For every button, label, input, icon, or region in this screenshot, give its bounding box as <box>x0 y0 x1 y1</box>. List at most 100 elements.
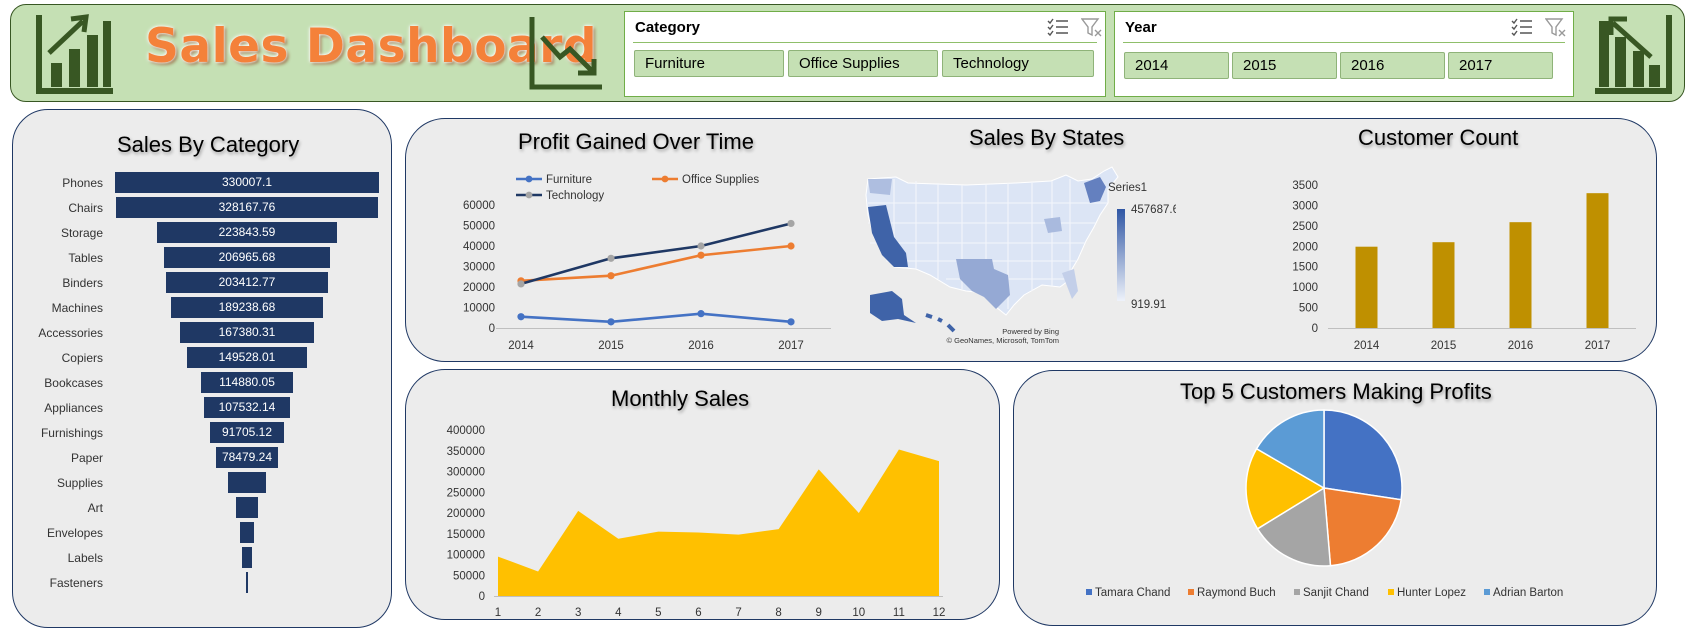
legend-label: Sanjit Chand <box>1303 587 1369 599</box>
x-tick-label: 1 <box>495 607 501 619</box>
x-tick-label: 2016 <box>1508 340 1534 352</box>
y-tick-label: 40000 <box>463 241 495 253</box>
y-tick-label: 50000 <box>463 221 495 233</box>
pie-slice <box>1323 487 1402 567</box>
chart-title: Top 5 Customers Making Profits <box>1180 379 1492 404</box>
data-point <box>517 313 525 321</box>
map-legend-title: Series1 <box>1108 182 1147 194</box>
sales-by-category-panel: Sales By Category Phones 330007.1 Chairs 32… <box>12 109 392 628</box>
monthly-area-chart: 0 50000 100000 150000 200000 250000 300000 3500… <box>447 425 946 619</box>
clear-filter-icon[interactable] <box>1545 18 1567 38</box>
dashboard-title: Sales Dashboard <box>145 19 598 74</box>
y-tick-label: 1500 <box>1292 262 1318 274</box>
series-line <box>520 244 792 283</box>
trends-panel: Profit Gained Over Time Sales By States … <box>405 118 1657 362</box>
legend-marker <box>525 191 533 199</box>
funnel-category-label: Storage <box>60 226 103 240</box>
slicer-option-office-supplies[interactable]: Office Supplies <box>788 50 938 77</box>
state-california <box>868 205 908 267</box>
x-tick-label: 7 <box>735 607 741 619</box>
state-alaska <box>870 291 916 323</box>
data-point <box>787 242 795 250</box>
data-point <box>787 219 795 228</box>
y-tick-label: 3500 <box>1292 180 1318 192</box>
chart-title: Profit Gained Over Time <box>518 129 754 154</box>
data-point <box>607 272 615 280</box>
data-point <box>697 242 705 250</box>
slicer-option-technology[interactable]: Technology <box>942 50 1094 77</box>
y-tick-label: 150000 <box>447 529 485 541</box>
y-tick-label: 250000 <box>447 487 485 499</box>
profit-line-chart: 0 10000 20000 30000 40000 50000 60000 2014 2015 2… <box>463 174 831 352</box>
legend-marker <box>525 175 533 183</box>
legend-swatch <box>1294 589 1300 595</box>
legend-label: Technology <box>546 190 604 202</box>
bar <box>1432 242 1455 328</box>
bar-chart-down-icon <box>1595 15 1672 94</box>
funnel-bar: 328167.76 <box>115 197 379 218</box>
chart-title: Monthly Sales <box>611 386 750 411</box>
x-tick-label: 10 <box>852 607 865 619</box>
y-tick-label: 0 <box>489 323 495 335</box>
bar <box>1509 222 1532 328</box>
slicer-option-2014[interactable]: 2014 <box>1124 52 1229 79</box>
funnel-category-label: Envelopes <box>46 526 103 540</box>
y-tick-label: 400000 <box>447 425 485 437</box>
slicer-option-2015[interactable]: 2015 <box>1232 52 1337 79</box>
map-legend-max: 457687.68 <box>1131 204 1176 216</box>
map-credit: © GeoNames, Microsoft, TomTom <box>947 336 1060 345</box>
funnel-category-label: Chairs <box>68 201 103 215</box>
legend-label: Office Supplies <box>682 174 759 186</box>
multi-select-icon[interactable] <box>1047 18 1069 38</box>
category-slicer: Category Furniture Office Supplies Techn… <box>624 11 1106 97</box>
funnel-category-label: Supplies <box>56 476 103 490</box>
slicer-option-2016[interactable]: 2016 <box>1340 52 1445 79</box>
bar <box>1355 246 1378 328</box>
x-tick-label: 6 <box>695 607 701 619</box>
state-hawaii <box>925 313 956 333</box>
data-point <box>787 318 795 326</box>
funnel-bar: 203412.77 <box>165 272 329 293</box>
series-line <box>520 222 792 286</box>
clear-filter-icon[interactable] <box>1081 18 1103 38</box>
funnel-category-label: Labels <box>67 551 103 565</box>
y-tick-label: 50000 <box>453 570 485 582</box>
state-florida <box>1062 269 1078 299</box>
funnel-bar: 206965.68 <box>164 247 330 268</box>
legend-label: Tamara Chand <box>1095 587 1170 599</box>
chart-title: Sales By Category <box>117 132 300 157</box>
funnel-category-label: Fasteners <box>49 576 103 590</box>
series-line <box>520 312 792 324</box>
state-new-york <box>1084 177 1106 203</box>
category-slicer-title: Category <box>635 19 701 36</box>
funnel-category-label: Tables <box>68 251 103 265</box>
funnel-bar: 167380.31 <box>180 322 314 343</box>
funnel-category-label: Bookcases <box>44 376 103 390</box>
funnel-bar: 330007.1 <box>115 172 379 193</box>
data-point <box>697 251 705 259</box>
pie-slice <box>1256 486 1332 567</box>
data-point <box>517 280 525 288</box>
legend-swatch <box>1086 589 1092 595</box>
multi-select-icon[interactable] <box>1511 18 1533 38</box>
y-tick-label: 0 <box>479 591 485 603</box>
x-tick-label: 5 <box>655 607 661 619</box>
funnel-bar: 107532.14 <box>203 397 290 418</box>
slicer-option-2017[interactable]: 2017 <box>1448 52 1553 79</box>
x-tick-label: 2017 <box>778 340 804 352</box>
slicer-option-furniture[interactable]: Furniture <box>634 50 784 77</box>
data-point <box>607 254 615 262</box>
map-credit: Powered by Bing <box>1002 327 1059 336</box>
funnel-bar: 114880.05 <box>201 372 293 393</box>
y-tick-label: 2000 <box>1292 241 1318 253</box>
y-tick-label: 0 <box>1312 323 1318 335</box>
funnel-category-label: Appliances <box>44 401 103 415</box>
area-series <box>498 449 939 596</box>
funnel-category-label: Copiers <box>61 351 103 365</box>
chart-title: Sales By States <box>969 125 1125 150</box>
funnel-bar <box>228 472 266 493</box>
y-tick-label: 500 <box>1299 303 1318 315</box>
top-customers-panel: Top 5 Customers Making Profits Tamara Ch… <box>1013 370 1657 626</box>
funnel-category-label: Machines <box>51 301 103 315</box>
legend-swatch <box>1388 589 1394 595</box>
